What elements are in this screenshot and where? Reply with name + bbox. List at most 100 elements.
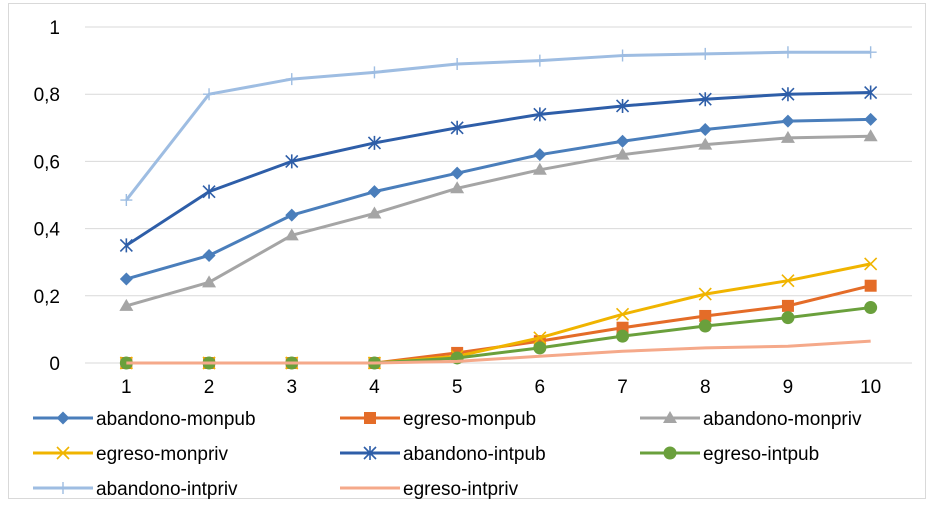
data-point bbox=[451, 57, 464, 70]
data-point bbox=[202, 275, 217, 288]
data-point bbox=[616, 49, 629, 62]
x-tick-label: 2 bbox=[204, 377, 215, 398]
legend: abandono-monpub egreso-monpub abandono-mon… bbox=[33, 409, 862, 500]
y-tick-label: 0,2 bbox=[34, 287, 60, 308]
data-point bbox=[615, 307, 630, 321]
data-point bbox=[533, 341, 547, 355]
legend-label: abandono-intpub bbox=[403, 444, 546, 465]
legend-marker bbox=[363, 446, 377, 460]
data-point bbox=[863, 129, 878, 142]
data-point bbox=[698, 122, 712, 136]
legend-label: abandono-intpriv bbox=[96, 479, 238, 500]
x-tick-label: 7 bbox=[617, 377, 628, 398]
data-point bbox=[698, 137, 713, 150]
legend-label: egreso-monpub bbox=[403, 409, 536, 430]
legend-item: egreso-intpriv bbox=[340, 479, 519, 500]
legend-marker bbox=[56, 411, 70, 425]
series-line bbox=[126, 284, 872, 365]
legend-marker bbox=[663, 446, 677, 460]
series-line bbox=[126, 339, 871, 365]
legend-item: abandono-monpriv bbox=[640, 409, 862, 430]
data-point bbox=[450, 166, 464, 180]
data-point bbox=[699, 47, 712, 60]
data-point bbox=[450, 120, 464, 135]
data-point bbox=[699, 309, 712, 322]
data-point bbox=[367, 135, 382, 150]
data-point bbox=[781, 311, 795, 325]
legend-label: abandono-monpriv bbox=[703, 409, 862, 430]
x-tick-label: 4 bbox=[369, 377, 380, 398]
legend-item: egreso-intpub bbox=[640, 444, 819, 465]
legend-marker bbox=[364, 412, 376, 424]
data-point bbox=[864, 279, 877, 292]
legend-marker bbox=[57, 482, 69, 494]
data-point bbox=[781, 299, 794, 312]
data-point bbox=[780, 130, 795, 143]
legend-marker bbox=[663, 411, 677, 423]
series-egreso-intpriv bbox=[126, 339, 871, 365]
data-point bbox=[615, 147, 630, 160]
data-point bbox=[285, 154, 299, 169]
series-line bbox=[125, 50, 871, 201]
data-point bbox=[533, 148, 547, 162]
data-point bbox=[698, 287, 712, 301]
data-point bbox=[120, 194, 133, 207]
legend-item: abandono-intpub bbox=[340, 444, 546, 465]
data-point bbox=[698, 319, 712, 333]
data-point bbox=[864, 301, 878, 315]
series-abandono-monpriv bbox=[119, 129, 878, 311]
data-point bbox=[615, 98, 630, 113]
data-point bbox=[533, 331, 547, 345]
y-tick-label: 0,8 bbox=[34, 85, 60, 106]
series-line bbox=[125, 91, 871, 247]
x-tick-label: 3 bbox=[286, 377, 297, 398]
series-abandono-monpub bbox=[119, 112, 878, 286]
data-point bbox=[864, 46, 877, 59]
data-point bbox=[450, 181, 465, 194]
data-point bbox=[203, 88, 216, 101]
series-lines bbox=[119, 46, 878, 370]
data-point bbox=[202, 248, 216, 262]
legend-item: abandono-intpriv bbox=[33, 479, 238, 500]
data-point bbox=[781, 87, 795, 102]
data-point bbox=[864, 85, 878, 100]
x-tick-label: 9 bbox=[783, 377, 794, 398]
x-axis-tick-labels: 1 2 3 4 5 6 7 8 9 10 bbox=[121, 377, 881, 398]
x-tick-label: 1 bbox=[121, 377, 132, 398]
legend-marker bbox=[56, 446, 70, 460]
data-point bbox=[284, 228, 299, 241]
series-line bbox=[125, 134, 871, 308]
data-point bbox=[367, 206, 382, 219]
series-egreso-monpub bbox=[120, 279, 877, 369]
data-point bbox=[864, 112, 878, 126]
x-tick-label: 10 bbox=[860, 377, 881, 398]
legend-label: egreso-intpub bbox=[703, 444, 819, 465]
legend-item: abandono-monpub bbox=[33, 409, 256, 430]
data-point bbox=[616, 134, 630, 148]
data-point bbox=[781, 114, 795, 128]
x-tick-label: 8 bbox=[700, 377, 711, 398]
legend-label: egreso-intpriv bbox=[403, 479, 519, 500]
legend-item: egreso-monpub bbox=[340, 409, 536, 430]
series-abandono-intpriv bbox=[120, 46, 877, 207]
y-tick-label: 0,6 bbox=[34, 152, 60, 173]
y-axis-tick-labels: 0 0,2 0,4 0,6 0,8 1 bbox=[34, 18, 61, 375]
data-point bbox=[533, 107, 547, 122]
data-point bbox=[698, 92, 712, 107]
data-point bbox=[864, 257, 878, 271]
y-tick-label: 0 bbox=[49, 354, 60, 375]
y-tick-label: 0,4 bbox=[34, 220, 61, 241]
legend-label: egreso-monpriv bbox=[96, 444, 228, 465]
data-point bbox=[285, 73, 298, 86]
data-point bbox=[119, 238, 133, 253]
data-point bbox=[616, 329, 630, 343]
data-point bbox=[532, 162, 547, 175]
data-point bbox=[367, 185, 381, 199]
series-line bbox=[125, 117, 871, 281]
x-tick-label: 5 bbox=[452, 377, 463, 398]
data-point bbox=[533, 54, 546, 67]
data-point bbox=[119, 272, 133, 286]
data-point bbox=[781, 46, 794, 59]
legend-label: abandono-monpub bbox=[96, 409, 256, 430]
